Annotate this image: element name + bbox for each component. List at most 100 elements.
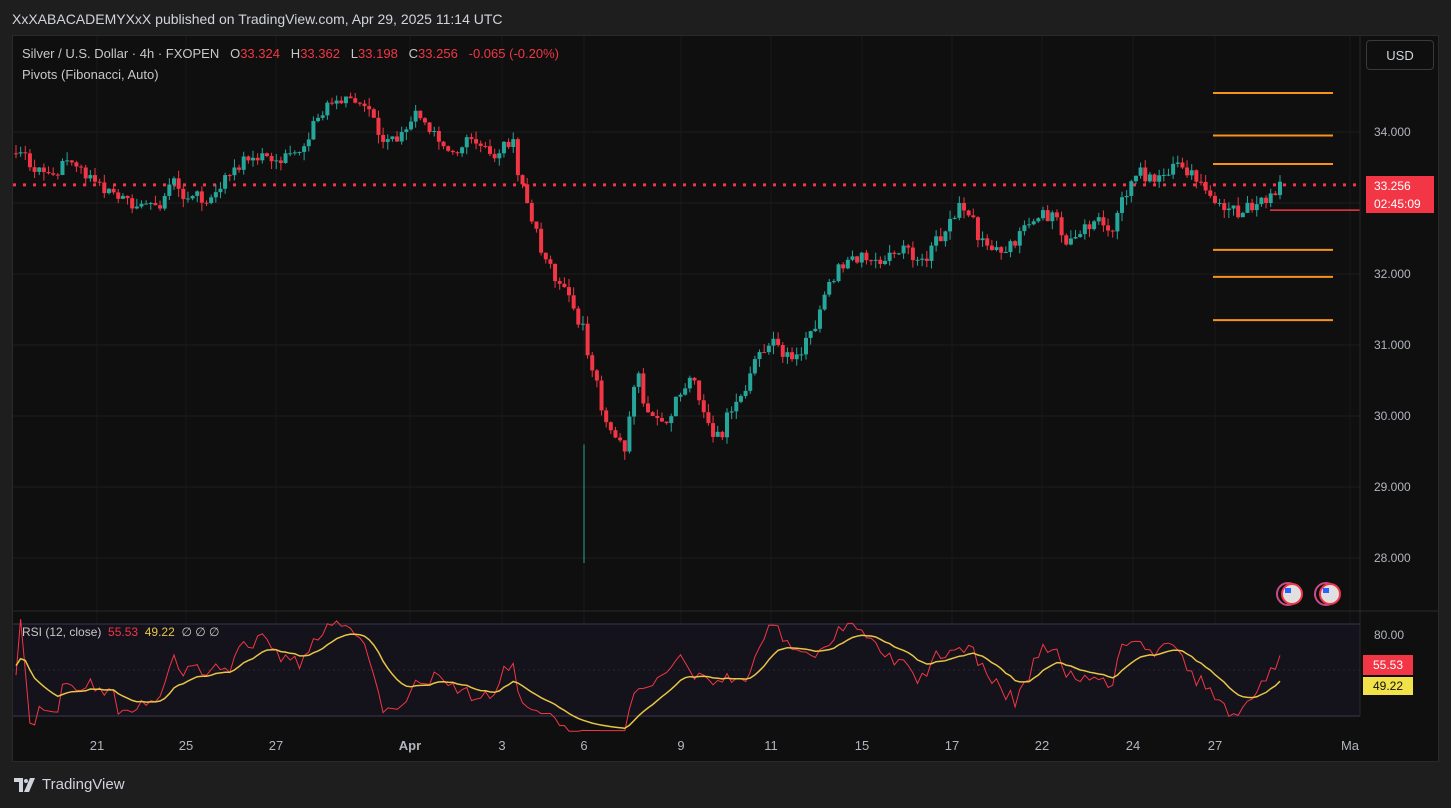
- candle: [1273, 191, 1278, 196]
- candle: [790, 347, 795, 362]
- candle-body: [664, 421, 669, 424]
- candle-body: [790, 352, 795, 360]
- indicator-legend[interactable]: Pivots (Fibonacci, Auto): [22, 67, 159, 82]
- candle-body: [715, 431, 720, 437]
- candle: [74, 160, 79, 173]
- candle: [1054, 209, 1059, 221]
- candle: [539, 222, 544, 256]
- rsi-tick-label: 80.00: [1374, 628, 1404, 642]
- candle-body: [1268, 193, 1273, 203]
- candle-body: [548, 259, 553, 264]
- open-value: 33.324: [240, 46, 280, 61]
- price-tick-label: 30.000: [1374, 409, 1411, 423]
- candle: [223, 172, 228, 194]
- candle: [320, 111, 325, 121]
- candle-body: [190, 195, 195, 199]
- candle: [65, 152, 70, 166]
- symbol-legend[interactable]: Silver / U.S. Dollar · 4h · FXOPEN O33.3…: [22, 46, 559, 61]
- candle: [1082, 219, 1087, 240]
- candle: [1226, 202, 1231, 219]
- candle: [185, 191, 190, 203]
- candle: [353, 92, 358, 104]
- candle: [1212, 192, 1217, 205]
- rsi-value: 55.53: [108, 625, 139, 639]
- candle-body: [1054, 212, 1059, 218]
- candle: [557, 277, 562, 290]
- candle-body: [585, 323, 590, 356]
- candle: [678, 392, 683, 402]
- rsi-ma-tag: 49.22: [1363, 677, 1413, 695]
- candle-body: [1212, 195, 1217, 204]
- price-tick-label: 31.000: [1374, 338, 1411, 352]
- candle-body: [1147, 174, 1152, 182]
- time-tick-label: 9: [677, 738, 684, 753]
- candle: [195, 190, 200, 203]
- candle: [292, 150, 297, 156]
- candle-body: [515, 139, 520, 176]
- candle: [585, 316, 590, 359]
- candle-body: [134, 206, 139, 209]
- candle-body: [334, 100, 339, 104]
- candle-body: [553, 263, 558, 282]
- candle-body: [622, 440, 627, 452]
- currency-button[interactable]: USD: [1366, 40, 1434, 70]
- tradingview-logo[interactable]: TradingView: [14, 776, 125, 793]
- candle-body: [822, 294, 827, 310]
- time-tick-label: Ma: [1341, 738, 1360, 753]
- candle-body: [641, 373, 646, 404]
- economic-event-icon: [1276, 582, 1303, 606]
- candle: [822, 291, 827, 311]
- candle: [176, 170, 181, 197]
- candle: [209, 194, 214, 205]
- candle-body: [306, 139, 311, 147]
- candle-body: [158, 205, 163, 209]
- candle-body: [1082, 224, 1087, 235]
- candle-body: [980, 238, 985, 241]
- candle-body: [562, 283, 567, 288]
- candle-body: [1059, 217, 1064, 236]
- candle: [311, 116, 316, 140]
- candle: [799, 347, 804, 361]
- candle: [1161, 168, 1166, 182]
- candle-body: [506, 141, 511, 148]
- candle: [1217, 198, 1222, 207]
- candle-body: [501, 141, 506, 154]
- candle-body: [483, 145, 488, 147]
- candle-body: [999, 247, 1004, 253]
- rsi-legend[interactable]: RSI (12, close) 55.53 49.22 ∅ ∅ ∅: [22, 625, 219, 639]
- candle-body: [1185, 167, 1190, 176]
- candle-body: [311, 121, 316, 140]
- candle: [655, 409, 660, 426]
- candle: [436, 126, 441, 150]
- candle-body: [1022, 225, 1027, 232]
- candle: [144, 200, 149, 205]
- candle-body: [771, 338, 776, 346]
- candle-body: [1264, 197, 1269, 203]
- candle-body: [1278, 181, 1282, 196]
- candle-body: [864, 252, 869, 261]
- candle: [181, 185, 186, 208]
- candle: [697, 380, 702, 406]
- candle: [664, 421, 669, 425]
- candle-body: [646, 403, 650, 413]
- candle: [116, 188, 121, 204]
- close-label: C: [408, 46, 419, 61]
- candle: [232, 159, 237, 181]
- candle-body: [278, 160, 283, 163]
- candle: [251, 150, 255, 167]
- candle: [1027, 217, 1032, 229]
- candle-body: [446, 146, 451, 151]
- candle-body: [701, 400, 706, 413]
- candle: [906, 243, 911, 255]
- candle-body: [1254, 204, 1259, 211]
- candle: [46, 166, 51, 175]
- candle-body: [748, 373, 753, 391]
- candle: [692, 377, 697, 385]
- candle: [757, 349, 762, 367]
- candle-body: [399, 132, 404, 142]
- candle-body: [1259, 197, 1264, 205]
- candle: [1189, 164, 1194, 180]
- candle-body: [1133, 175, 1138, 182]
- candle: [1203, 174, 1208, 195]
